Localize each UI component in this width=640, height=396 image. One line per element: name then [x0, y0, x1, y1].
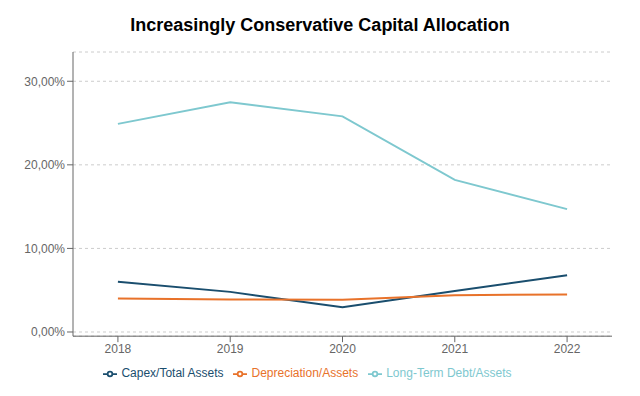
svg-text:20,00%: 20,00%: [24, 158, 65, 172]
svg-text:2020: 2020: [329, 342, 356, 356]
html-text:Long-Term Debt/Assets: Long-Term Debt/Assets: [386, 366, 512, 381]
svg-text:2018: 2018: [105, 342, 132, 356]
svg-text:2019: 2019: [217, 342, 244, 356]
html-text:Capex/Total Assets: Capex/Total Assets: [121, 366, 224, 381]
svg-text:0,00%: 0,00%: [31, 325, 65, 339]
svg-text:10,00%: 10,00%: [24, 242, 65, 256]
html-text:Depreciation/Assets: Depreciation/Assets: [251, 366, 359, 381]
svg-text:2021: 2021: [441, 342, 468, 356]
svg-text:30,00%: 30,00%: [24, 75, 65, 89]
html-text:Increasingly Conservative Capi: Increasingly Conservative Capital Alloca…: [130, 15, 510, 35]
svg-text:2022: 2022: [554, 342, 581, 356]
